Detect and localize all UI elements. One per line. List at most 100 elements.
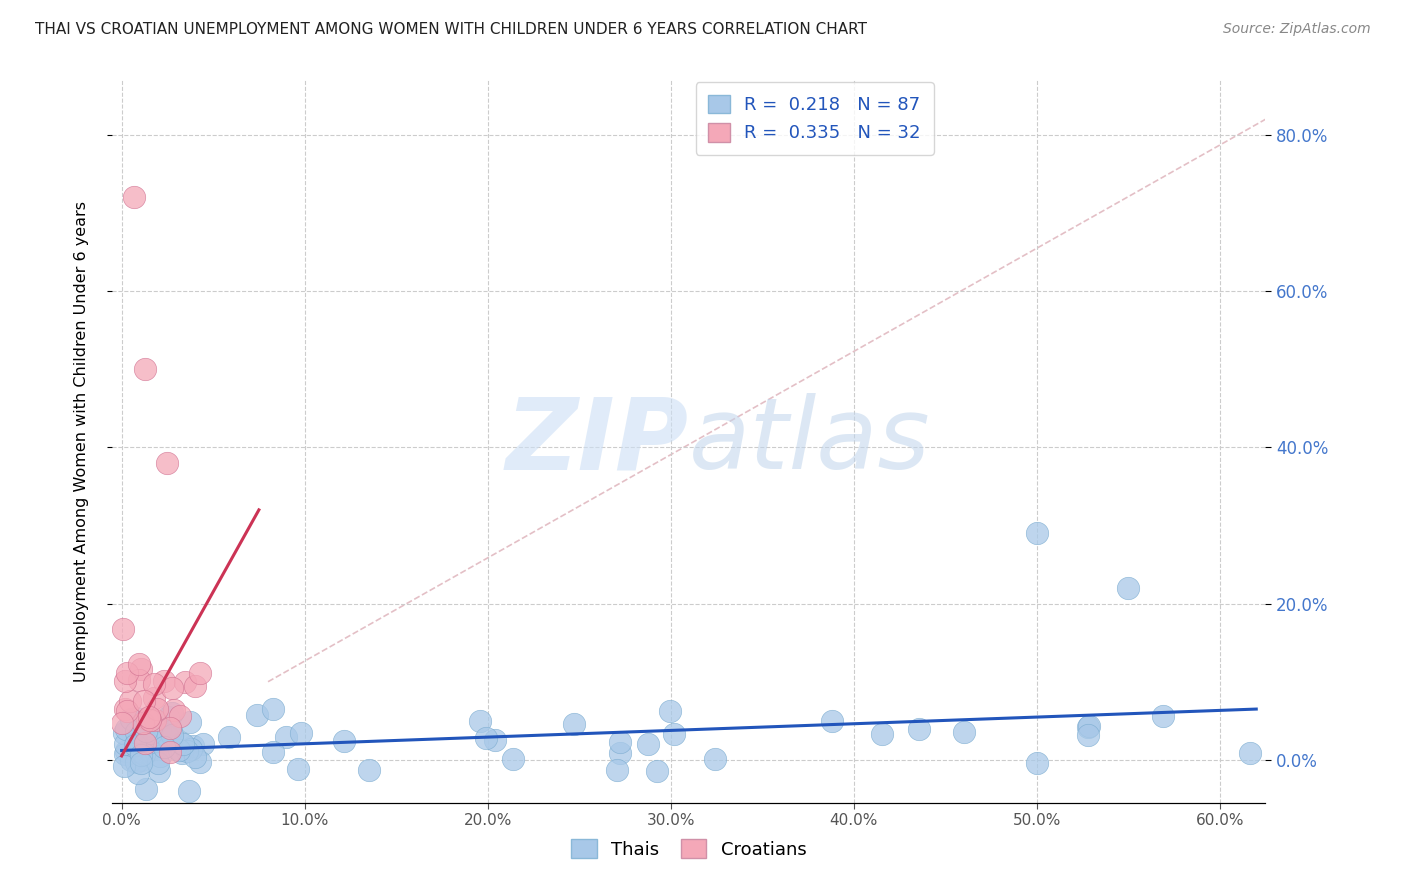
Point [188, 755, 211, 769]
Point [662, 727, 685, 741]
Point [145, 702, 167, 716]
Point [1025, 526, 1047, 541]
Point [169, 709, 191, 723]
Point [143, 676, 166, 690]
Point [128, 657, 150, 672]
Point [129, 738, 152, 752]
Point [127, 766, 149, 780]
Point [475, 731, 498, 745]
Point [128, 673, 150, 687]
Point [562, 717, 585, 731]
Point [131, 756, 153, 770]
Point [124, 739, 146, 753]
Point [139, 713, 162, 727]
Point [125, 711, 148, 725]
Point [145, 741, 167, 756]
Point [179, 714, 201, 729]
Point [131, 754, 153, 768]
Point [159, 745, 181, 759]
Point [173, 675, 195, 690]
Point [135, 781, 157, 796]
Point [176, 744, 198, 758]
Point [112, 759, 135, 773]
Point [160, 681, 183, 695]
Point [188, 665, 211, 680]
Point [148, 764, 170, 778]
Point [184, 750, 207, 764]
Point [609, 746, 631, 760]
Point [136, 712, 159, 726]
Point [1116, 581, 1139, 595]
Point [162, 703, 184, 717]
Point [152, 673, 174, 688]
Point [134, 694, 156, 708]
Point [134, 362, 156, 376]
Point [159, 724, 181, 739]
Point [357, 764, 380, 778]
Point [170, 736, 193, 750]
Point [1077, 720, 1099, 734]
Point [167, 743, 190, 757]
Point [953, 725, 976, 739]
Point [183, 680, 205, 694]
Point [191, 737, 214, 751]
Point [134, 720, 156, 734]
Point [132, 747, 155, 761]
Point [120, 713, 142, 727]
Point [146, 756, 169, 770]
Point [160, 728, 183, 742]
Point [1026, 756, 1049, 770]
Y-axis label: Unemployment Among Women with Children Under 6 years: Unemployment Among Women with Children U… [75, 201, 89, 682]
Point [218, 730, 240, 744]
Point [125, 735, 148, 749]
Text: ZIP: ZIP [506, 393, 689, 490]
Point [262, 702, 284, 716]
Point [659, 704, 682, 718]
Point [263, 745, 285, 759]
Point [162, 706, 184, 720]
Point [1239, 746, 1261, 760]
Point [870, 727, 893, 741]
Point [287, 762, 309, 776]
Point [114, 737, 136, 751]
Point [115, 743, 138, 757]
Point [118, 694, 141, 708]
Point [246, 708, 269, 723]
Point [156, 710, 179, 724]
Point [605, 763, 627, 777]
Point [115, 704, 138, 718]
Point [134, 736, 156, 750]
Point [157, 730, 180, 744]
Point [143, 713, 166, 727]
Point [131, 662, 153, 676]
Point [114, 726, 136, 740]
Point [156, 456, 179, 470]
Point [637, 737, 659, 751]
Point [139, 725, 162, 739]
Point [468, 714, 491, 728]
Point [129, 748, 152, 763]
Text: atlas: atlas [689, 393, 931, 490]
Point [114, 673, 136, 688]
Point [160, 731, 183, 745]
Point [172, 737, 194, 751]
Point [132, 715, 155, 730]
Point [609, 735, 631, 749]
Point [1152, 709, 1174, 723]
Point [149, 723, 172, 737]
Point [181, 739, 204, 753]
Point [125, 724, 148, 739]
Point [135, 735, 157, 749]
Point [274, 730, 297, 744]
Point [138, 743, 160, 757]
Point [1077, 728, 1099, 742]
Point [138, 710, 160, 724]
Point [484, 732, 506, 747]
Point [157, 729, 180, 743]
Point [645, 764, 668, 779]
Text: THAI VS CROATIAN UNEMPLOYMENT AMONG WOMEN WITH CHILDREN UNDER 6 YEARS CORRELATIO: THAI VS CROATIAN UNEMPLOYMENT AMONG WOME… [35, 22, 868, 37]
Point [332, 734, 354, 748]
Point [179, 784, 201, 798]
Point [120, 753, 142, 767]
Point [114, 722, 136, 736]
